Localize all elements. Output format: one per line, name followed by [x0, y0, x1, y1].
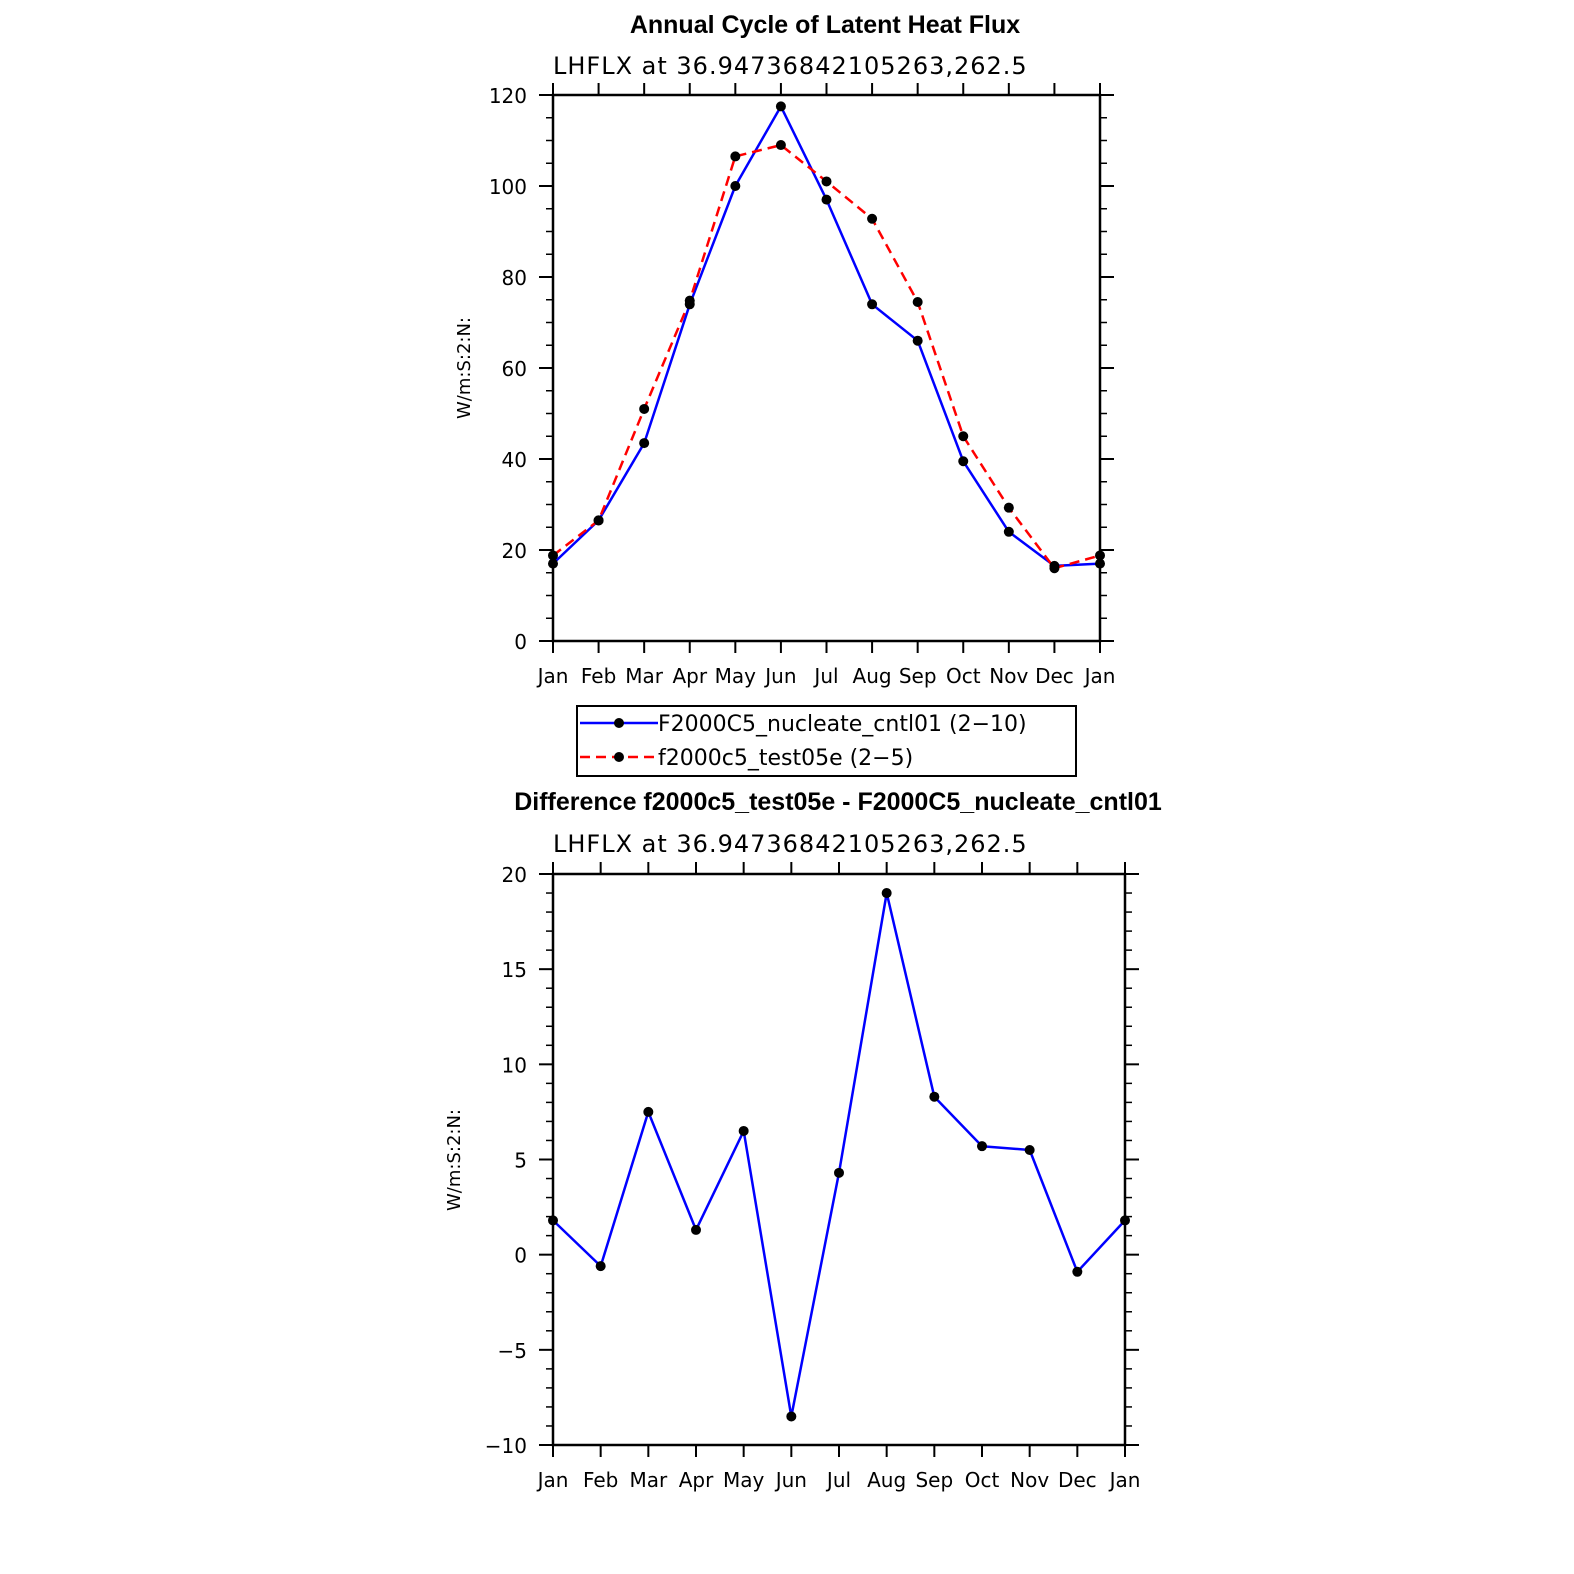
- series-1-point: [639, 403, 650, 414]
- x-tick-label: Mar: [629, 1468, 668, 1492]
- series-0-point: [912, 335, 923, 346]
- x-tick-label: May: [715, 664, 757, 688]
- series-0-point: [775, 101, 786, 112]
- y-tick-label: 20: [502, 539, 527, 563]
- series-1-point: [730, 151, 741, 162]
- y-tick-label: 20: [502, 863, 527, 887]
- series-0-point: [1003, 526, 1014, 537]
- y-axis-label: W/m:S:2:N:: [454, 317, 475, 419]
- plot-frame: [551, 872, 1127, 1447]
- series-0-point: [730, 181, 741, 191]
- series-1-point: [775, 140, 786, 151]
- x-tick-label: Jul: [825, 1468, 851, 1492]
- y-tick-label: −10: [485, 1434, 527, 1458]
- series-1-point: [867, 213, 878, 224]
- x-tick-label: Apr: [679, 1468, 714, 1492]
- plot-axes: Jan Feb Mar Apr May Jun Jul Aug Sep Oct Nov Dec Jan 0…: [489, 83, 1116, 688]
- legend-box: [576, 705, 1077, 777]
- series-line-0: [552, 891, 1126, 1418]
- x-tick-label: Feb: [581, 664, 616, 688]
- x-tick-label: May: [723, 1468, 765, 1492]
- x-tick-label: Aug: [853, 664, 892, 688]
- series-1-point: [593, 515, 604, 526]
- series-0-point: [1072, 1266, 1083, 1277]
- chart-subtitle: LHFLX at 36.94736842105263,262.5: [553, 52, 1028, 80]
- x-tick-label: Oct: [965, 1468, 1000, 1492]
- y-axis-label: W/m:S:2:N:: [444, 1109, 465, 1211]
- series-0-point: [929, 1091, 940, 1102]
- x-tick-label: Jul: [812, 664, 838, 688]
- series-layer: [548, 888, 1130, 1422]
- x-tick-label: Sep: [915, 1468, 953, 1492]
- series-0-point: [548, 558, 558, 569]
- legend-marker-cntl01: [614, 718, 624, 728]
- series-1-point: [958, 431, 969, 442]
- series-layer: [548, 101, 1105, 574]
- series-0-point: [1120, 1215, 1130, 1226]
- x-tick-label: Oct: [946, 664, 981, 688]
- y-tick-label: 60: [502, 357, 527, 381]
- y-tick-label: 5: [514, 1149, 527, 1173]
- y-tick-label: 120: [489, 84, 527, 108]
- series-1-point: [684, 295, 695, 306]
- series-0-point: [821, 194, 832, 205]
- x-tick-label: Jan: [536, 1468, 569, 1492]
- series-0-point: [595, 1261, 606, 1272]
- y-tick-label: 0: [514, 630, 527, 654]
- series-1-point: [912, 297, 923, 308]
- series-0-point: [639, 438, 650, 449]
- plot-axes: Jan Feb Mar Apr May Jun Jul Aug Sep Oct Nov Dec Jan−…: [485, 862, 1141, 1492]
- series-0-point: [977, 1141, 987, 1152]
- series-0-point: [548, 1215, 558, 1226]
- legend-marker-test05e: [614, 752, 624, 762]
- chart-subtitle: LHFLX at 36.94736842105263,262.5: [553, 830, 1028, 858]
- series-line-1: [552, 143, 1101, 570]
- x-tick-label: Dec: [1058, 1468, 1097, 1492]
- legend: F2000C5_nucleate_cntl01 (2−10) f2000c5_t…: [576, 705, 1077, 777]
- x-tick-label: Nov: [989, 664, 1028, 688]
- series-0-point: [1095, 558, 1105, 569]
- x-tick-label: Mar: [625, 664, 664, 688]
- chart-title: Annual Cycle of Latent Heat Flux: [630, 11, 1020, 39]
- y-tick-label: 80: [502, 266, 527, 290]
- y-tick-label: 40: [502, 448, 527, 472]
- x-tick-label: Jan: [536, 664, 569, 688]
- x-tick-label: Apr: [672, 664, 707, 688]
- y-tick-label: 10: [502, 1053, 527, 1077]
- y-tick-label: 15: [502, 958, 527, 982]
- chart-title: Difference f2000c5_test05e - F2000C5_nuc…: [514, 788, 1162, 816]
- series-0-point: [738, 1125, 749, 1136]
- x-tick-label: Sep: [899, 664, 937, 688]
- series-1-point: [1095, 550, 1105, 561]
- annual-cycle-chart: Annual Cycle of Latent Heat Flux LHFLX a…: [454, 11, 1116, 777]
- series-0-point: [958, 456, 969, 467]
- series-0-point: [881, 888, 892, 899]
- y-tick-label: 100: [489, 175, 527, 199]
- difference-chart: Difference f2000c5_test05e - F2000C5_nuc…: [444, 788, 1162, 1492]
- series-1-point: [1049, 563, 1060, 574]
- series-0-point: [786, 1411, 797, 1422]
- x-tick-label: Jun: [763, 664, 796, 688]
- x-tick-label: Jun: [774, 1468, 807, 1492]
- y-tick-label: −5: [498, 1339, 527, 1363]
- legend-label-cntl01: F2000C5_nucleate_cntl01 (2−10): [658, 712, 1027, 737]
- series-0-point: [1024, 1144, 1035, 1155]
- x-tick-label: Dec: [1035, 664, 1074, 688]
- x-tick-label: Jan: [1108, 1468, 1141, 1492]
- series-0-point: [834, 1167, 844, 1178]
- x-tick-label: Aug: [867, 1468, 906, 1492]
- series-1-point: [1003, 502, 1014, 513]
- series-0-point: [867, 299, 878, 310]
- legend-label-test05e: f2000c5_test05e (2−5): [658, 746, 913, 771]
- x-tick-label: Feb: [583, 1468, 618, 1492]
- x-tick-label: Jan: [1083, 664, 1116, 688]
- series-line-0: [552, 105, 1101, 568]
- series-0-point: [643, 1106, 654, 1117]
- series-0-point: [691, 1224, 701, 1235]
- series-1-point: [548, 550, 558, 561]
- series-1-point: [821, 176, 832, 187]
- x-tick-label: Nov: [1010, 1468, 1049, 1492]
- y-tick-label: 0: [514, 1244, 527, 1268]
